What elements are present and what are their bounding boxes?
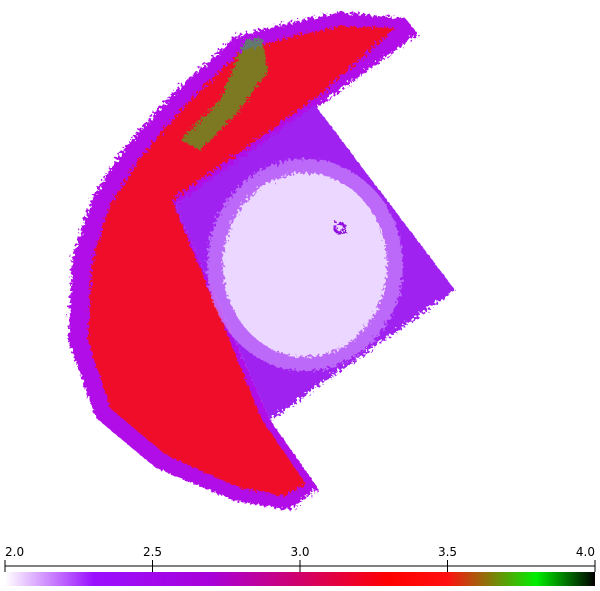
colorbar-tick-label: 3.0 [290, 545, 309, 559]
colorbar-gradient [5, 572, 595, 586]
colorbar: 2.0 2.5 3.0 3.5 4.0 [4, 545, 596, 586]
red-region [88, 26, 395, 496]
colorbar-tick-label: 4.0 [576, 545, 595, 559]
green-patches [180, 38, 268, 150]
core-fringe [207, 159, 403, 371]
colorbar-tick-label: 2.0 [5, 545, 24, 559]
colorbar-tick-label: 3.5 [438, 545, 457, 559]
sky-map [68, 12, 455, 510]
colorbar-tick-label: 2.5 [143, 545, 162, 559]
point-source [333, 221, 347, 235]
